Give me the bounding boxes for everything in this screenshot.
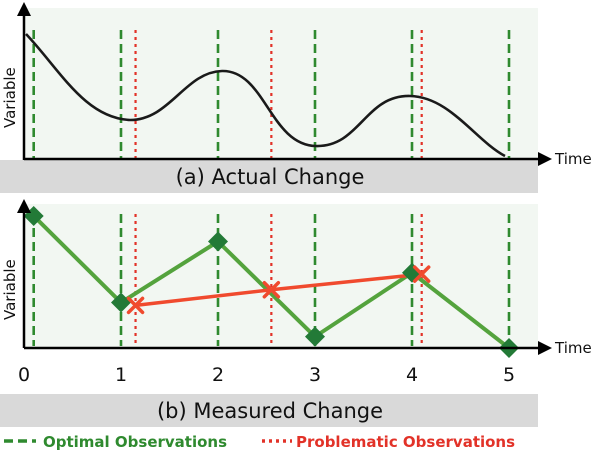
- actual-change-curve: [25, 33, 506, 158]
- x-tick-label-4: 4: [406, 364, 418, 386]
- x-axis-label-a: Time: [554, 150, 592, 168]
- observation-lines-a: [32, 30, 511, 158]
- plot-area-b: [24, 204, 538, 348]
- legend-problematic-label: Problematic Observations: [296, 433, 515, 451]
- x-tick-labels-b: 0 1 2 3 4 5: [18, 364, 515, 386]
- caption-b: (b) Measured Change: [157, 399, 383, 423]
- problematic-point-0: [126, 296, 145, 315]
- optimal-point-3: [305, 326, 325, 347]
- y-axis-arrow-a: [17, 2, 31, 16]
- problematic-point-2: [412, 265, 431, 283]
- y-axis-arrow-b: [17, 199, 31, 213]
- optimal-point-1: [111, 292, 131, 313]
- y-axis-label-b: Variable: [1, 259, 19, 320]
- x-axis-arrow-b: [538, 341, 552, 355]
- x-tick-label-3: 3: [309, 364, 321, 386]
- panel-actual-change: Variable Time (a) Actual Change: [0, 2, 592, 193]
- x-tick-label-2: 2: [212, 364, 224, 386]
- caption-band-a: [0, 160, 538, 193]
- legend-optimal-label: Optimal Observations: [43, 433, 227, 451]
- caption-a: (a) Actual Change: [176, 165, 365, 189]
- x-axis-arrow-a: [538, 152, 552, 166]
- plot-area-a: [24, 8, 538, 160]
- panel-measured-change: Variable Time 0 1 2 3 4 5 (b) Measured Change: [0, 199, 592, 427]
- legend: Optimal Observations Problematic Observa…: [4, 433, 515, 451]
- x-axis-label-b: Time: [554, 339, 592, 357]
- x-tick-label-1: 1: [115, 364, 127, 386]
- x-tick-label-0: 0: [18, 364, 30, 386]
- optimal-point-2: [208, 231, 228, 252]
- caption-band-b: [0, 394, 538, 427]
- problematic-point-1: [262, 281, 281, 299]
- x-tick-label-5: 5: [503, 364, 515, 386]
- y-axis-label-a: Variable: [1, 67, 19, 128]
